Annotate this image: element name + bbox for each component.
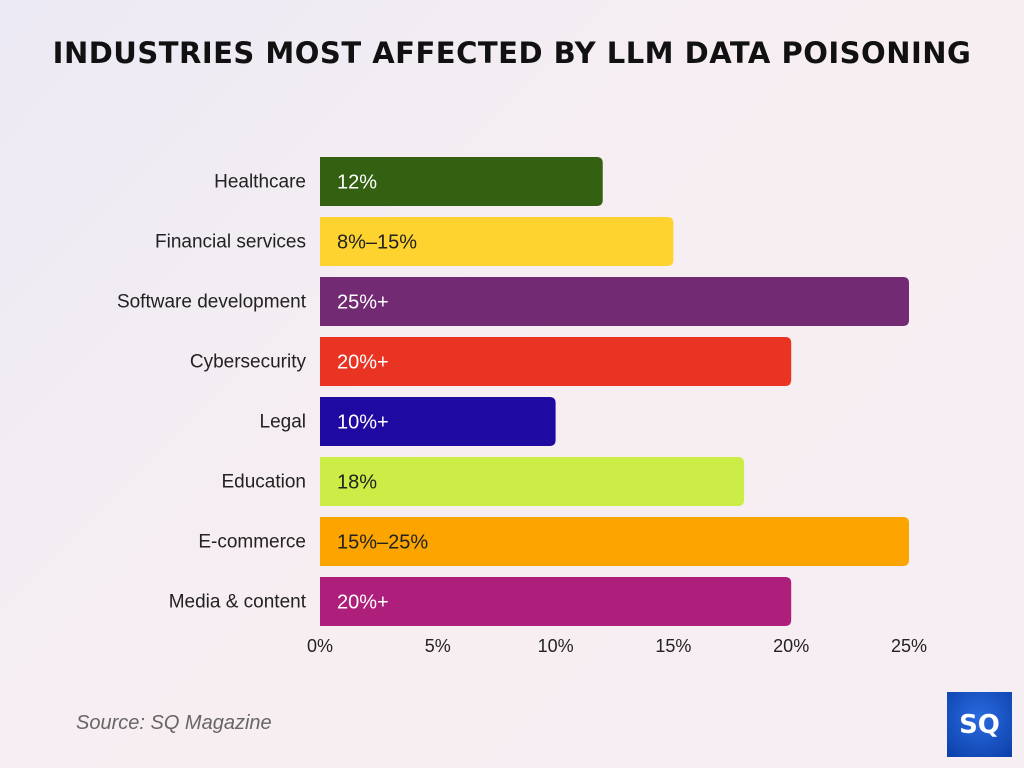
- category-label: Healthcare: [214, 172, 306, 193]
- x-tick-label: 25%: [891, 636, 927, 656]
- data-label: 25%+: [337, 292, 389, 314]
- logo-text: SQ: [959, 709, 1000, 740]
- data-label: 12%: [337, 172, 377, 194]
- bar: [320, 397, 556, 446]
- x-tick-label: 0%: [307, 636, 333, 656]
- category-label: E-commerce: [198, 532, 306, 553]
- category-label: Software development: [117, 292, 307, 313]
- x-tick-label: 10%: [538, 636, 574, 656]
- data-label: 20%+: [337, 592, 389, 614]
- chart-title: INDUSTRIES MOST AFFECTED BY LLM DATA POI…: [52, 36, 972, 70]
- bar: [320, 577, 792, 626]
- x-tick-label: 5%: [425, 636, 451, 656]
- data-label: 15%–25%: [337, 532, 428, 554]
- bar: [320, 217, 674, 266]
- category-label: Financial services: [155, 232, 306, 253]
- data-label: 18%: [337, 472, 377, 494]
- x-tick-label: 20%: [773, 636, 809, 656]
- bar: [320, 337, 792, 386]
- category-label: Media & content: [169, 592, 307, 613]
- data-label: 8%–15%: [337, 232, 417, 254]
- bar: [320, 157, 603, 206]
- data-label: 10%+: [337, 412, 389, 434]
- category-label: Cybersecurity: [190, 352, 307, 373]
- source-note: Source: SQ Magazine: [76, 712, 272, 734]
- category-label: Education: [221, 472, 306, 493]
- bar: [320, 517, 909, 566]
- bar: [320, 457, 745, 506]
- data-label: 20%+: [337, 352, 389, 374]
- x-tick-label: 15%: [655, 636, 691, 656]
- category-label: Legal: [260, 412, 307, 433]
- sq-logo: SQ: [947, 692, 1012, 757]
- bar: [320, 277, 909, 326]
